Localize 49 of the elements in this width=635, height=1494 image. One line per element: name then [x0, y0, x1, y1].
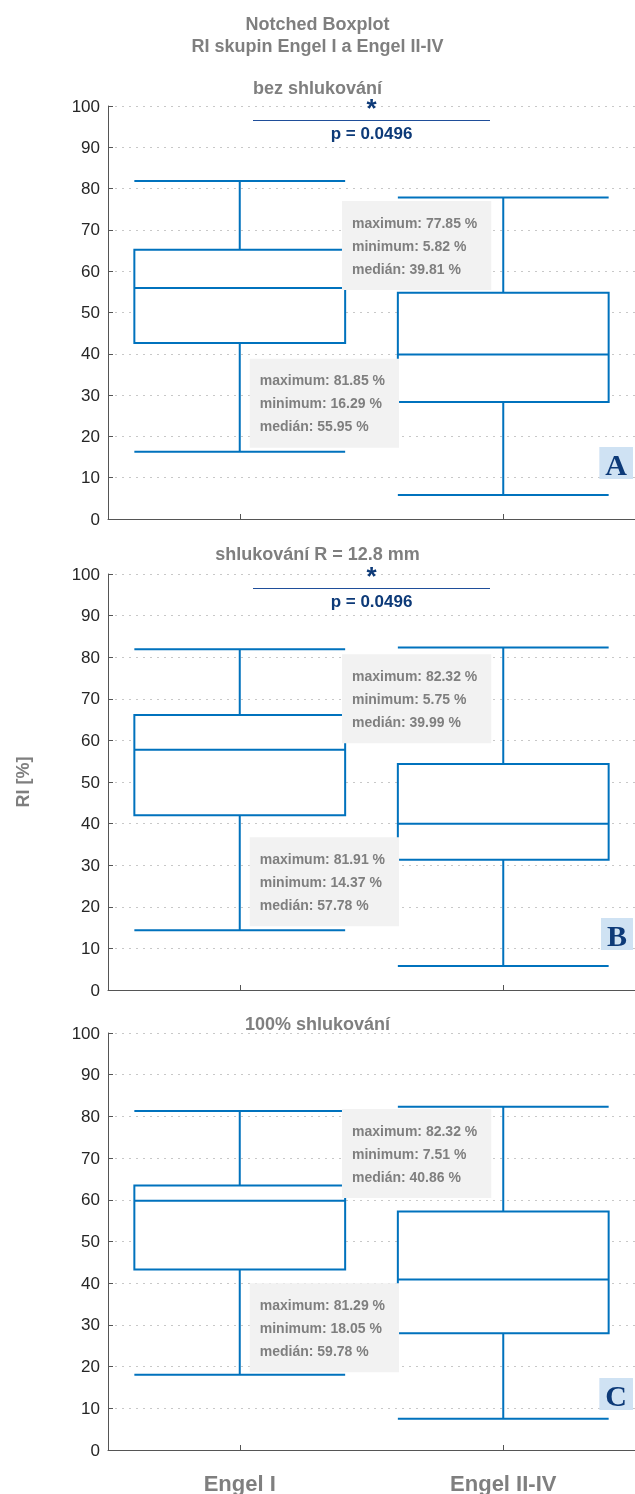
y-tick-label: 60	[81, 261, 100, 281]
y-tick-label: 60	[81, 1190, 100, 1210]
annotation: p = 0.0496	[330, 591, 413, 611]
y-tick-label: 80	[81, 179, 100, 199]
y-tick-label: 10	[81, 938, 100, 958]
annotation: C	[605, 1378, 628, 1412]
y-tick-label: 40	[81, 1273, 100, 1293]
y-tick-label: 30	[81, 1315, 100, 1335]
y-tick-label: 80	[81, 1106, 100, 1126]
y-tick-label: 40	[81, 344, 100, 364]
annotation: maximum: 81.29 % minimum: 18.05 % medián: 59.78 %	[259, 1296, 386, 1359]
y-tick-label: 0	[90, 1440, 100, 1460]
annotation: maximum: 82.32 % minimum: 5.75 % medián: 39.99 %	[351, 667, 478, 730]
y-tick-label: 50	[81, 772, 100, 792]
annotation: A	[605, 447, 628, 481]
y-tick-label: 0	[90, 980, 100, 1000]
y-tick-label: 20	[81, 1357, 100, 1377]
annotation: maximum: 81.85 % minimum: 16.29 % medián: 55.95 %	[259, 372, 386, 435]
chart-title: Notched Boxplot RI skupin Engel I a Engel II-IV	[191, 14, 444, 56]
chart-title: shlukování R = 12.8 mm	[215, 544, 420, 564]
chart-title: 100% shlukování	[244, 1014, 392, 1034]
y-tick-label: 70	[81, 689, 100, 709]
y-tick-label: 0	[90, 509, 100, 529]
y-tick-label: 10	[81, 468, 100, 488]
y-tick-label: 10	[81, 1398, 100, 1418]
y-tick-label: 90	[81, 606, 100, 626]
y-tick-label: 50	[81, 1232, 100, 1251]
annotation: maximum: 82.32 % minimum: 7.51 % medián: 40.86 %	[351, 1122, 478, 1185]
y-tick-label: 60	[81, 730, 100, 750]
annotation: maximum: 77.85 % minimum: 5.82 % medián: 39.81 %	[351, 214, 478, 277]
y-tick-label: 90	[81, 137, 100, 157]
y-tick-label: 30	[81, 855, 100, 875]
annotation: maximum: 81.91 % minimum: 14.37 % medián: 57.78 %	[259, 850, 386, 913]
y-tick-label: 100	[71, 564, 100, 584]
y-tick-label: 50	[81, 303, 100, 322]
y-tick-label: 70	[81, 1148, 100, 1168]
y-tick-label: 90	[81, 1065, 100, 1085]
annotation: *	[366, 561, 378, 591]
y-tick-label: 80	[81, 647, 100, 667]
y-tick-label: 100	[71, 1023, 100, 1043]
y-tick-label: 20	[81, 426, 100, 446]
y-tick-label: 40	[81, 814, 100, 834]
y-tick-label: 70	[81, 220, 100, 240]
y-tick-label: 20	[81, 897, 100, 917]
y-tick-label: 30	[81, 385, 100, 405]
annotation: p = 0.0496	[330, 123, 413, 143]
y-tick-label: 100	[71, 96, 100, 116]
y-axis-title: RI [%]	[13, 756, 33, 808]
annotation: B	[606, 918, 628, 952]
